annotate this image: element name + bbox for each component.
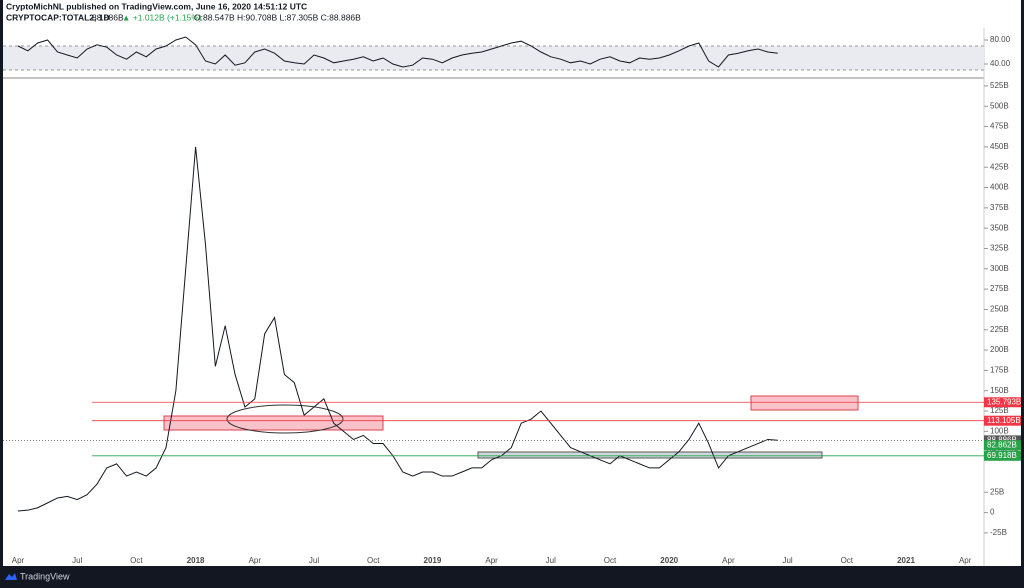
support-zone: [477, 451, 823, 459]
x-tick-label: Oct: [841, 556, 854, 565]
chart-background: [3, 0, 1021, 566]
x-tick-label: Jul: [72, 556, 82, 565]
price-label-box: [984, 397, 1021, 408]
y-tick-label: 425B: [990, 162, 1009, 171]
y-tick-label: 350B: [990, 223, 1009, 232]
rsi-tick-label: 40.00: [990, 59, 1011, 68]
price-line: [17, 146, 778, 512]
y-tick-label: 500B: [990, 101, 1009, 110]
x-tick-label: Apr: [959, 556, 972, 565]
y-tick-label: 100B: [990, 426, 1009, 435]
x-tick-label: Apr: [249, 556, 262, 565]
x-tick-label: 2020: [660, 556, 678, 565]
x-tick-label: Apr: [12, 556, 25, 565]
y-tick-label: 400B: [990, 183, 1009, 192]
x-tick-label: Jul: [546, 556, 556, 565]
y-tick-label: 300B: [990, 264, 1009, 273]
price-label: 69.918B: [987, 451, 1017, 460]
y-tick-label: 250B: [990, 305, 1009, 314]
y-tick-label: 200B: [990, 345, 1009, 354]
x-tick-label: Jul: [782, 556, 792, 565]
price-label: 82.862B: [987, 440, 1017, 449]
price-label: 88.886B: [987, 435, 1017, 444]
y-tick-label: 375B: [990, 203, 1009, 212]
x-tick-label: 2018: [187, 556, 205, 565]
x-tick-label: Oct: [367, 556, 380, 565]
y-tick-label: 450B: [990, 142, 1009, 151]
price-label: 113.105B: [987, 416, 1021, 425]
brand-logo: [5, 573, 17, 580]
y-tick-label: 0: [990, 508, 995, 517]
y-tick-label: 475B: [990, 122, 1009, 131]
x-tick-label: 2021: [897, 556, 915, 565]
price-label-box: [984, 415, 1021, 426]
x-tick-label: Jul: [309, 556, 319, 565]
y-tick-label: 25B: [990, 487, 1004, 496]
x-tick-label: Oct: [130, 556, 143, 565]
y-tick-label: 325B: [990, 244, 1009, 253]
last-price: 88.886B: [92, 12, 124, 22]
target-zone: [750, 395, 859, 411]
symbol: CRYPTOCAP:TOTAL2, 1D: [6, 12, 110, 22]
publisher-line: CryptoMichNL published on TradingView.co…: [6, 1, 307, 11]
y-tick-label: 175B: [990, 366, 1009, 375]
price-label-box: [984, 440, 1021, 451]
y-tick-label: -25B: [990, 528, 1007, 537]
brand: TradingView: [20, 571, 70, 581]
x-tick-label: Apr: [485, 556, 498, 565]
y-tick-label: 125B: [990, 406, 1009, 415]
annotation-ellipse: [226, 404, 344, 434]
price-line: [17, 36, 778, 68]
resistance-zone: [163, 415, 384, 431]
x-tick-label: Oct: [604, 556, 617, 565]
y-tick-label: 275B: [990, 284, 1009, 293]
x-tick-label: Apr: [722, 556, 735, 565]
y-tick-label: 225B: [990, 325, 1009, 334]
y-tick-label: 525B: [990, 81, 1009, 90]
price-label-box: [984, 450, 1021, 461]
rsi-tick-label: 80.00: [990, 35, 1011, 44]
price-label: 135.793B: [987, 397, 1021, 406]
y-tick-label: 150B: [990, 386, 1009, 395]
rsi-band: [3, 46, 984, 70]
change: ▲ +1.012B (+1.15%): [122, 12, 202, 22]
footer-bar: [0, 566, 1024, 588]
countdown: 09:08:49: [987, 446, 1019, 455]
x-tick-label: 2019: [424, 556, 442, 565]
ohlc: O:88.547B H:90.708B L:87.305B C:88.886B: [194, 12, 361, 22]
